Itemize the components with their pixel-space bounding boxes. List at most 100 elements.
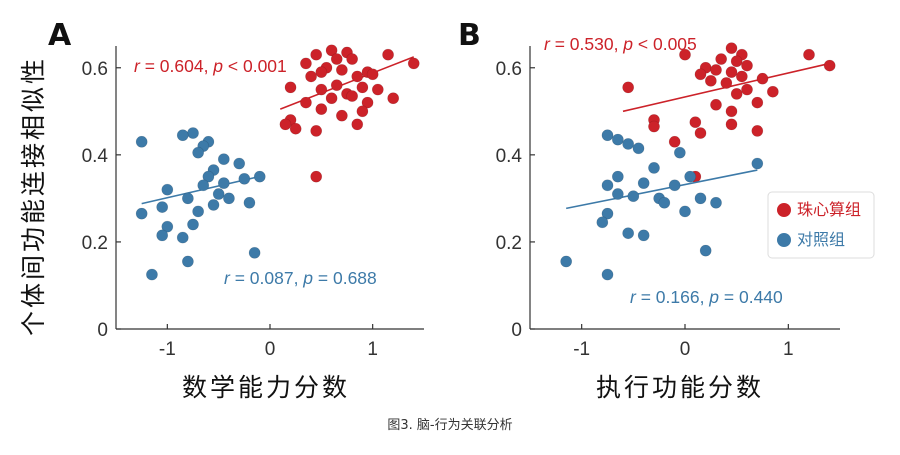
data-point	[611, 170, 624, 183]
data-point	[187, 127, 199, 139]
data-point	[725, 118, 738, 131]
data-point	[300, 96, 312, 109]
data-point	[238, 172, 251, 185]
data-point	[725, 42, 738, 55]
data-point	[673, 146, 686, 159]
data-point	[751, 96, 764, 109]
data-point	[611, 188, 624, 200]
data-point	[601, 129, 614, 142]
data-point	[366, 68, 379, 81]
data-point	[335, 64, 348, 76]
data-point	[192, 146, 205, 159]
data-point	[622, 227, 635, 240]
data-point	[756, 72, 769, 85]
data-point	[637, 229, 650, 242]
legend-marker-control	[777, 233, 791, 247]
data-point	[361, 96, 374, 109]
data-point	[699, 244, 712, 257]
data-point	[668, 179, 681, 192]
data-point	[187, 218, 199, 231]
data-point	[704, 74, 717, 87]
data-point	[632, 142, 645, 155]
data-point	[315, 66, 328, 79]
data-point	[202, 170, 215, 183]
data-point	[207, 199, 220, 211]
data-point	[741, 59, 753, 72]
data-point	[346, 53, 359, 65]
data-point	[315, 83, 328, 96]
data-point	[325, 44, 338, 57]
data-point	[181, 192, 194, 205]
data-point	[601, 268, 614, 281]
data-point	[387, 92, 400, 105]
y-tick-label: 0.6	[82, 59, 108, 80]
data-point	[694, 127, 707, 139]
data-point	[279, 118, 292, 131]
y-tick-label: 0.6	[496, 59, 522, 80]
data-point	[648, 120, 660, 133]
data-point	[710, 64, 722, 76]
data-point	[315, 103, 328, 116]
panel-label: A	[48, 18, 72, 53]
data-point	[622, 81, 635, 94]
data-point	[668, 135, 681, 148]
data-point	[217, 153, 230, 166]
fit-line	[566, 169, 758, 210]
x-axis-title: 数学能力分数	[182, 373, 350, 402]
y-tick-label: 0.4	[496, 146, 523, 167]
data-point	[710, 98, 722, 111]
data-point	[741, 83, 753, 96]
x-axis-title: 执行功能分数	[596, 373, 764, 402]
figure-caption: 图3. 脑-行为关联分析	[387, 418, 513, 433]
scatter-plot-b: 0 0.2 0.4 0.6 -1 0 1 r = 0.530, p < 0.005 r = 0.…	[496, 34, 840, 360]
y-tick-label: 0.2	[496, 233, 522, 254]
data-point	[730, 55, 743, 68]
data-point	[766, 85, 779, 98]
x-tick-label: 1	[367, 339, 378, 360]
data-point	[356, 81, 369, 94]
data-point	[135, 207, 148, 220]
y-tick-label: 0.4	[82, 146, 109, 167]
data-point	[325, 92, 338, 105]
x-tick-label: 1	[783, 339, 794, 360]
data-point	[197, 179, 210, 192]
data-point	[346, 90, 359, 102]
x-tick-label: 0	[680, 339, 691, 360]
x-tick-label: -1	[573, 339, 590, 360]
data-point	[694, 192, 707, 205]
data-point	[289, 122, 302, 135]
data-point	[720, 77, 733, 89]
data-point	[648, 162, 660, 174]
data-point	[284, 81, 297, 94]
data-point	[335, 109, 348, 122]
data-point	[751, 157, 764, 170]
data-point	[725, 66, 738, 79]
data-point	[310, 48, 323, 61]
data-point	[596, 216, 609, 229]
x-tick-label: -1	[159, 339, 176, 360]
data-point	[217, 177, 230, 190]
data-point	[356, 105, 369, 118]
data-point	[351, 70, 364, 83]
data-point	[715, 53, 728, 65]
legend-box	[767, 191, 875, 259]
data-point	[694, 68, 707, 81]
legend-marker-expert	[777, 203, 791, 217]
data-point	[192, 205, 205, 218]
y-tick-label: 0	[97, 320, 108, 341]
data-point	[176, 129, 189, 142]
data-point	[310, 170, 323, 183]
data-point	[310, 124, 323, 137]
data-point	[351, 118, 364, 131]
data-point	[601, 207, 614, 220]
data-point	[407, 57, 420, 70]
data-point	[176, 231, 189, 244]
data-point	[679, 205, 691, 218]
stat-label: r = 0.087, p = 0.688	[224, 268, 377, 288]
data-point	[300, 57, 312, 70]
data-point	[243, 196, 256, 209]
data-point	[689, 116, 702, 129]
stat-label: r = 0.166, p = 0.440	[630, 287, 783, 307]
data-point	[223, 192, 235, 205]
